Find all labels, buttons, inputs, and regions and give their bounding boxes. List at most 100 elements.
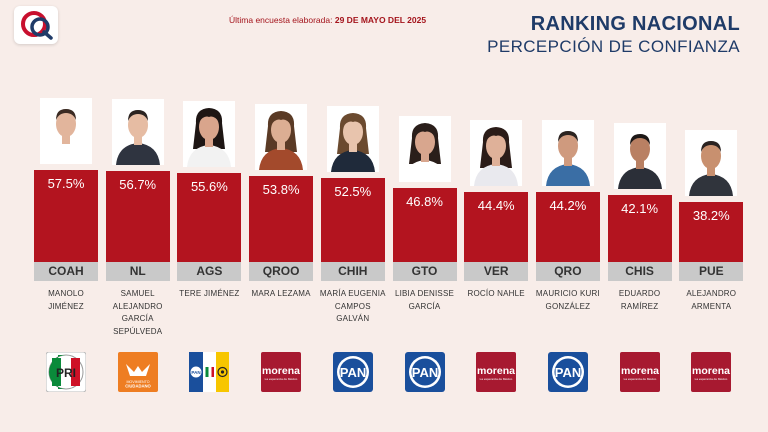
pan-logo-icon: PAN [547,352,588,392]
candidate-name: ROCÍO NAHLE [460,288,532,301]
bar-coah: 57.5% COAH [34,170,98,281]
state-label: COAH [34,262,98,281]
candidate-name-line: LIBIA DENISSE [394,289,455,298]
person-photo-icon [545,130,590,186]
person-photo-icon [617,134,662,190]
svg-text:La esperanza de México: La esperanza de México [265,377,298,381]
state-label: CHIS [607,261,672,281]
candidate-name-line: ALEJANDRO [112,301,163,311]
person-photo-icon [44,109,88,164]
svg-text:morena: morena [692,365,730,377]
bar-chis: 42.1% CHIS [607,195,672,281]
morena-logo-icon: morena La esperanza de México [691,352,732,392]
bar-nl: 56.7% NL [105,171,170,281]
candidate-name-line: RAMÍREZ [620,301,659,311]
candidate-name-line: GONZÁLEZ [545,301,591,311]
candidate-name: ALEJANDRO ARMENTA [675,288,747,313]
bar-pue: 38.2% PUE [679,201,744,281]
bar-value-label: 56.7% [119,177,157,193]
bar-value-label: 57.5% [47,176,85,191]
pan-logo-icon: PAN [332,352,373,392]
candidate-name-line: MANOLO JIMÉNEZ [48,289,84,311]
candidate-name-line: MARÍA EUGENIA [319,289,386,298]
candidate-name-line: CAMPOS [334,301,371,311]
morena-logo-icon: morena La esperanza de México [476,352,517,392]
candidate-name-line: ALEJANDRO [686,289,737,298]
pri-logo-icon: PRI [46,352,86,392]
svg-text:PAN: PAN [411,365,437,380]
candidate-name-line: GARCÍA [121,314,154,323]
bar-value-label: 46.8% [406,193,443,209]
pan-logo-icon: PAN [404,352,445,392]
bar-value-label: 44.4% [477,197,515,213]
svg-text:morena: morena [621,365,659,377]
candidate-name: LIBIA DENISSE GARCÍA [389,288,461,313]
candidate-name-line: EDUARDO [618,289,661,298]
candidate-name: EDUARDO RAMÍREZ [604,288,676,313]
brand-logo [14,6,58,44]
state-label: CHIH [320,262,385,281]
candidate-photo [470,119,523,186]
svg-text:morena: morena [477,365,515,377]
candidate-name-line: ARMENTA [691,301,732,311]
survey-date: 29 DE MAYO DEL 2025 [334,15,427,25]
person-photo-icon [259,111,304,171]
person-photo-icon [330,113,375,173]
candidate-name-line: SEPÚLVEDA [113,326,163,336]
candidate-photo [613,123,666,190]
state-label: AGS [177,261,242,281]
candidate-name-line: GALVÁN [336,314,370,323]
survey-date-note: Última encuesta elaborada: 29 DE MAYO DE… [229,15,426,25]
candidate-photo [40,98,92,164]
person-photo-icon [689,140,734,196]
bar-value-label: 44.2% [549,197,587,213]
candidate-photo [183,101,236,168]
candidate-name-line: TERE JIMÉNEZ [179,289,240,298]
chart-title: RANKING NACIONAL [530,13,740,35]
candidate-photo [685,129,738,196]
coalition-logo-icon: PAN [189,352,230,392]
svg-text:MOVIMIENTO: MOVIMIENTO [126,380,149,384]
bar-qro: 44.2% QRO [535,191,600,281]
candidate-name-line: MAURICIO KURI [535,289,600,298]
bar-gto: 46.8% GTO [392,187,457,281]
person-photo-icon [187,108,232,168]
survey-label: Última encuesta elaborada: [229,15,333,25]
candidate-photo [255,104,308,171]
bar-chih: 52.5% CHIH [320,178,385,281]
chart-subtitle: PERCEPCIÓN DE CONFIANZA [487,37,740,56]
morena-logo-icon: morena La esperanza de México [619,352,660,392]
bar-value-label: 53.8% [262,182,300,198]
state-label: QROO [249,261,314,281]
svg-text:morena: morena [262,365,300,377]
candidate-photo [326,106,379,173]
svg-text:CIUDADANO: CIUDADANO [125,384,151,389]
candidate-photo [111,99,164,166]
candidate-name-line: MARA LEZAMA [251,289,311,298]
bar-value-label: 42.1% [621,201,659,217]
svg-text:PAN: PAN [192,370,201,375]
state-label: VER [464,261,529,281]
bar-value-label: 55.6% [190,179,228,195]
candidate-name-line: SAMUEL [120,289,155,298]
state-label: PUE [679,261,744,281]
candidate-name: MANOLO JIMÉNEZ [30,288,102,313]
person-photo-icon [115,110,160,166]
bar-value-label: 52.5% [334,184,372,200]
bar-ags: 55.6% AGS [177,173,242,281]
state-label: NL [105,261,170,281]
candidate-name: MAURICIO KURI GONZÁLEZ [532,288,604,313]
morena-logo-icon: morena La esperanza de México [261,352,302,392]
bar-value-label: 38.2% [692,207,730,223]
candidate-name-line: GARCÍA [408,301,441,311]
candidate-name: MARA LEZAMA [245,288,317,301]
movimiento-ciudadano-logo-icon: MOVIMIENTO CIUDADANO [117,352,158,392]
svg-text:PAN: PAN [555,365,581,380]
svg-text:La esperanza de México: La esperanza de México [480,377,513,381]
state-label: QRO [535,261,600,281]
candidate-name: SAMUEL ALEJANDRO GARCÍA SEPÚLVEDA [102,288,174,338]
svg-text:PAN: PAN [340,365,366,380]
svg-text:PRI: PRI [56,366,76,380]
candidate-photo [398,115,451,182]
svg-text:La esperanza de México: La esperanza de México [695,377,728,381]
